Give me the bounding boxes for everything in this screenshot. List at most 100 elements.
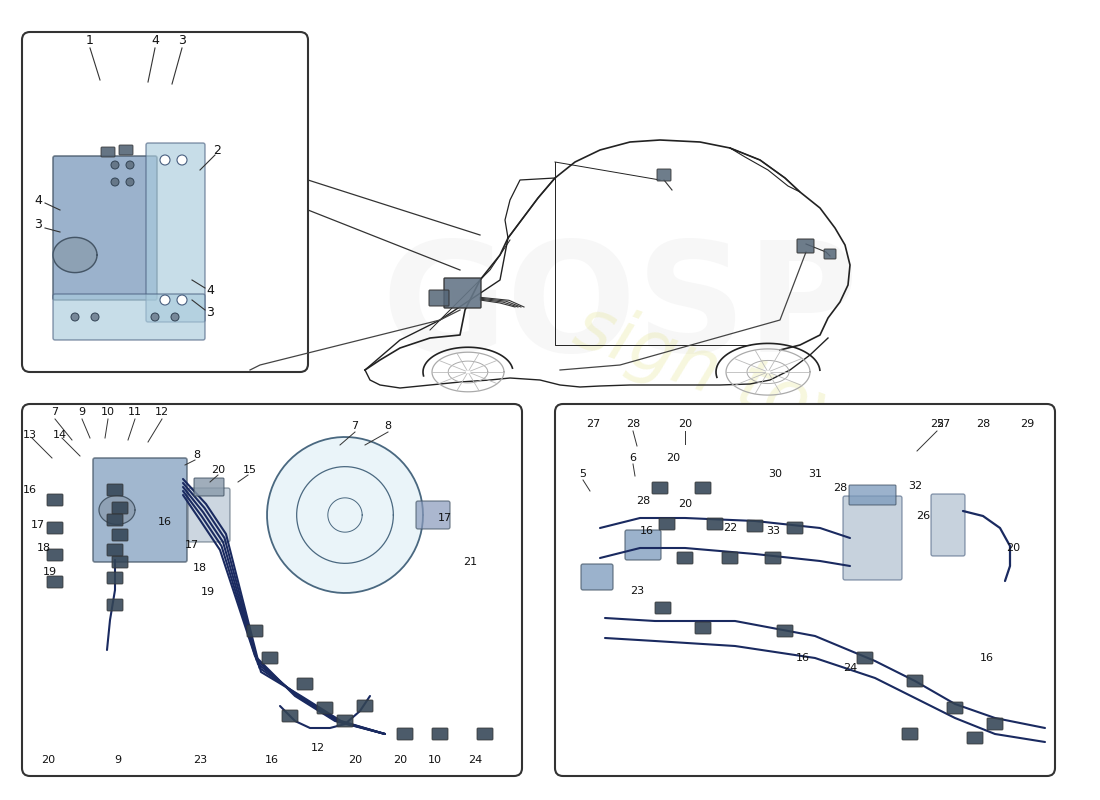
Polygon shape [99,496,135,524]
Text: 9: 9 [78,407,86,417]
FancyBboxPatch shape [119,145,133,155]
Text: 18: 18 [192,563,207,573]
Text: 20: 20 [41,755,55,765]
Text: 12: 12 [311,743,326,753]
FancyBboxPatch shape [107,544,123,556]
Text: 23: 23 [192,755,207,765]
Text: 18: 18 [37,543,51,553]
Text: 16: 16 [980,653,994,663]
FancyBboxPatch shape [556,404,1055,776]
Text: 33: 33 [766,526,780,536]
Text: 10: 10 [428,755,442,765]
FancyBboxPatch shape [22,404,522,776]
Text: 7: 7 [52,407,58,417]
FancyBboxPatch shape [902,728,918,740]
Circle shape [72,313,79,321]
FancyBboxPatch shape [657,169,671,181]
FancyBboxPatch shape [358,700,373,712]
Polygon shape [267,437,424,593]
Circle shape [126,178,134,186]
FancyBboxPatch shape [337,715,353,727]
Text: 3: 3 [178,34,186,46]
Text: 17: 17 [31,520,45,530]
Text: 31: 31 [808,469,822,479]
Text: sign toys: sign toys [715,518,905,622]
FancyBboxPatch shape [112,502,128,514]
Text: 29: 29 [1020,419,1034,429]
Text: 26: 26 [916,511,931,521]
Text: 27: 27 [936,419,950,429]
FancyBboxPatch shape [676,552,693,564]
Text: 14: 14 [53,430,67,440]
Text: 6: 6 [629,453,637,463]
Text: 17: 17 [185,540,199,550]
Text: GOSP: GOSP [629,486,911,574]
FancyBboxPatch shape [53,294,205,340]
Text: 16: 16 [23,485,37,495]
FancyBboxPatch shape [747,520,763,532]
Text: 19: 19 [201,587,216,597]
FancyBboxPatch shape [397,728,412,740]
Text: 17: 17 [438,513,452,523]
Text: sign toys: sign toys [565,292,894,468]
Circle shape [126,161,134,169]
Text: 9: 9 [114,755,122,765]
Text: 16: 16 [265,755,279,765]
FancyBboxPatch shape [786,522,803,534]
Text: 20: 20 [393,755,407,765]
Text: 15: 15 [243,465,257,475]
Text: 8: 8 [384,421,392,431]
Text: 12: 12 [155,407,169,417]
Text: 2: 2 [213,143,221,157]
Text: 20: 20 [678,499,692,509]
FancyBboxPatch shape [297,678,313,690]
Text: 20: 20 [1005,543,1020,553]
FancyBboxPatch shape [722,552,738,564]
Circle shape [111,161,119,169]
Text: 16: 16 [158,517,172,527]
FancyBboxPatch shape [908,675,923,687]
FancyBboxPatch shape [94,458,187,562]
Circle shape [170,313,179,321]
Text: 10: 10 [101,407,116,417]
FancyBboxPatch shape [695,482,711,494]
Text: 22: 22 [723,523,737,533]
Text: 20: 20 [211,465,226,475]
Text: 28: 28 [976,419,990,429]
FancyBboxPatch shape [188,488,230,542]
FancyBboxPatch shape [824,249,836,259]
FancyBboxPatch shape [947,702,962,714]
Text: 4: 4 [151,34,158,46]
Text: 28: 28 [636,496,650,506]
FancyBboxPatch shape [194,478,224,496]
FancyBboxPatch shape [849,485,896,505]
FancyBboxPatch shape [777,625,793,637]
FancyBboxPatch shape [107,484,123,496]
FancyBboxPatch shape [107,572,123,584]
FancyBboxPatch shape [625,530,661,560]
Text: 16: 16 [640,526,654,536]
Text: sign toys: sign toys [212,522,428,638]
FancyBboxPatch shape [47,494,63,506]
Circle shape [111,178,119,186]
Text: 24: 24 [843,663,857,673]
FancyBboxPatch shape [652,482,668,494]
Text: 32: 32 [908,481,922,491]
FancyBboxPatch shape [112,529,128,541]
Polygon shape [53,238,97,273]
FancyBboxPatch shape [47,576,63,588]
FancyBboxPatch shape [53,156,157,300]
FancyBboxPatch shape [107,599,123,611]
Text: GOSP: GOSP [118,483,422,577]
Text: 11: 11 [128,407,142,417]
Text: 4: 4 [34,194,42,206]
FancyBboxPatch shape [659,518,675,530]
Text: 21: 21 [463,557,477,567]
Circle shape [177,295,187,305]
Circle shape [151,313,160,321]
FancyBboxPatch shape [112,556,128,568]
Circle shape [160,295,170,305]
Circle shape [91,313,99,321]
FancyBboxPatch shape [101,147,116,157]
FancyBboxPatch shape [432,728,448,740]
